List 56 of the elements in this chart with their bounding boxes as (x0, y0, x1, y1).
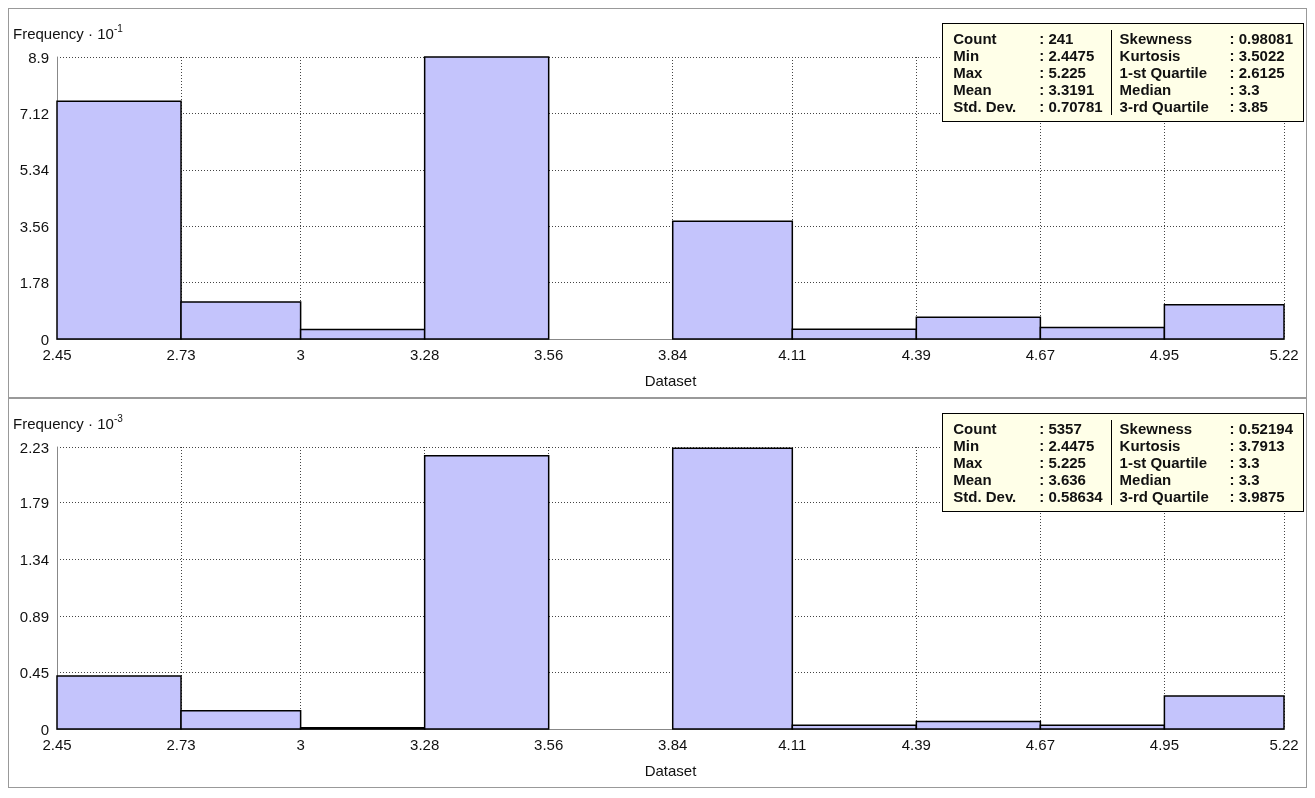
y-tick-label: 7.12 (19, 104, 49, 122)
y-tick-label: 5.34 (19, 161, 49, 179)
y-tick-label: 1.79 (19, 494, 49, 512)
y-tick-label: 0.45 (19, 663, 49, 681)
text: Kurtosis : 3.5022 (1119, 47, 1285, 64)
x-tick-label: 4.95 (1149, 736, 1179, 753)
x-tick-label: 2.45 (42, 346, 72, 363)
y-tick-label: 3.56 (19, 217, 49, 235)
x-tick-label: 5.22 (1269, 736, 1299, 753)
text: Kurtosis : 3.7913 (1119, 437, 1285, 454)
text: 1-st Quartile : 3.3 (1119, 454, 1260, 471)
y-tick-label: 2.23 (19, 438, 49, 456)
x-tick-label: 3.28 (410, 346, 440, 363)
text: Median : 3.3 (1119, 81, 1260, 98)
text: Std. Dev. : 0.70781 (953, 98, 1103, 115)
text: Min : 2.4475 (953, 437, 1095, 454)
y-tick-label: 8.9 (28, 48, 49, 66)
text: Count : 241 (953, 30, 1074, 47)
x-tick-label: 3.84 (658, 736, 688, 753)
y-tick-label: 0 (40, 720, 49, 738)
x-tick-label: 3.56 (534, 736, 564, 753)
x-tick-label: 4.11 (778, 346, 807, 363)
x-tick-label: 2.73 (166, 736, 196, 753)
x-tick-label: 4.39 (901, 346, 931, 363)
x-tick-label: 3.56 (534, 346, 564, 363)
x-axis-title: Dataset (644, 762, 698, 779)
y-tick-label: 1.34 (19, 551, 49, 569)
text: Mean : 3.636 (953, 471, 1086, 488)
text: Std. Dev. : 0.58634 (953, 488, 1103, 505)
text: 3-rd Quartile : 3.9875 (1119, 488, 1285, 505)
text: Median : 3.3 (1119, 471, 1260, 488)
x-tick-label: 3 (296, 346, 305, 363)
x-tick-label: 4.67 (1025, 736, 1055, 753)
x-tick-label: 3.28 (410, 736, 440, 753)
x-tick-label: 4.11 (778, 736, 807, 753)
x-tick-label: 4.67 (1025, 346, 1055, 363)
text: 3-rd Quartile : 3.85 (1119, 98, 1268, 115)
text: Mean : 3.3191 (953, 81, 1095, 98)
text: 1-st Quartile : 2.6125 (1119, 64, 1285, 81)
text: Skewness : 0.98081 (1119, 30, 1293, 47)
y-tick-label: 1.78 (19, 274, 49, 292)
x-tick-label: 3.84 (658, 346, 688, 363)
x-tick-label: 2.45 (42, 736, 72, 753)
x-tick-label: 4.95 (1149, 346, 1179, 363)
x-tick-label: 2.73 (166, 346, 196, 363)
x-tick-label: 3 (296, 736, 305, 753)
text: Max : 5.225 (953, 454, 1086, 471)
text: Min : 2.4475 (953, 47, 1095, 64)
x-axis-title: Dataset (644, 372, 698, 389)
y-tick-label: 0 (40, 330, 49, 348)
x-tick-label: 5.22 (1269, 346, 1299, 363)
x-tick-label: 4.39 (901, 736, 931, 753)
text: Max : 5.225 (953, 64, 1086, 81)
text: Count : 5357 (953, 420, 1082, 437)
text: Skewness : 0.52194 (1119, 420, 1293, 437)
y-tick-label: 0.89 (19, 607, 49, 625)
